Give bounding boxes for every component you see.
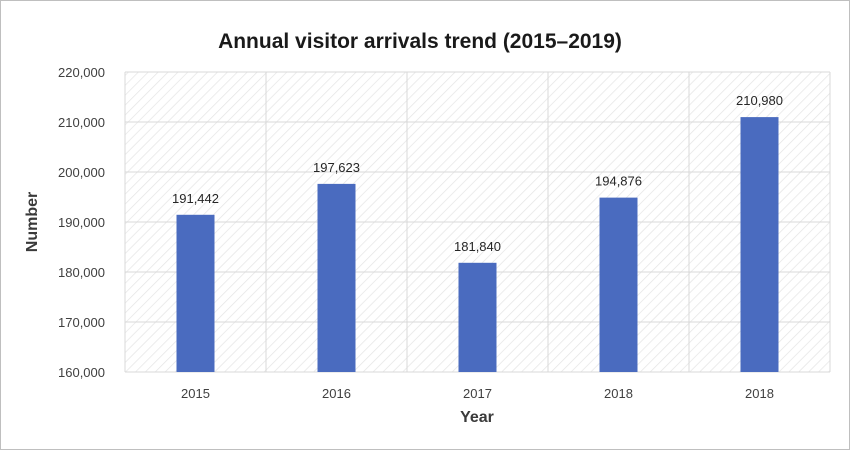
- bars: [176, 117, 779, 372]
- x-tick-label: 2018: [745, 386, 774, 401]
- bar-2018-4: [740, 117, 779, 372]
- data-label: 191,442: [172, 191, 219, 206]
- chart-title: Annual visitor arrivals trend (2015–2019…: [218, 30, 622, 53]
- bar-2018-3: [599, 197, 638, 372]
- x-tick-label: 2015: [181, 386, 210, 401]
- bar-2015-0: [176, 214, 215, 372]
- y-tick-label: 170,000: [58, 315, 105, 330]
- y-tick-label: 160,000: [58, 365, 105, 380]
- data-label: 181,840: [454, 239, 501, 254]
- x-axis-title: Year: [460, 409, 494, 426]
- y-tick-label: 200,000: [58, 165, 105, 180]
- data-label: 194,876: [595, 174, 642, 189]
- data-label: 210,980: [736, 93, 783, 108]
- x-tick-label: 2016: [322, 386, 351, 401]
- bar-2016-1: [317, 183, 356, 372]
- y-tick-label: 210,000: [58, 115, 105, 130]
- y-axis-title: Number: [24, 192, 41, 252]
- y-axis-ticks: 160,000 170,000 180,000 190,000 200,000 210,0…: [58, 65, 105, 380]
- data-labels: 191,442 197,623 181,840 194,876 210,980: [172, 93, 783, 254]
- y-tick-label: 180,000: [58, 265, 105, 280]
- x-tick-label: 2017: [463, 386, 492, 401]
- data-label: 197,623: [313, 160, 360, 175]
- y-tick-label: 220,000: [58, 65, 105, 80]
- bar-2017-2: [458, 262, 497, 372]
- x-tick-label: 2018: [604, 386, 633, 401]
- x-axis-ticks: 2015 2016 2017 2018 2018: [181, 386, 774, 401]
- y-tick-label: 190,000: [58, 215, 105, 230]
